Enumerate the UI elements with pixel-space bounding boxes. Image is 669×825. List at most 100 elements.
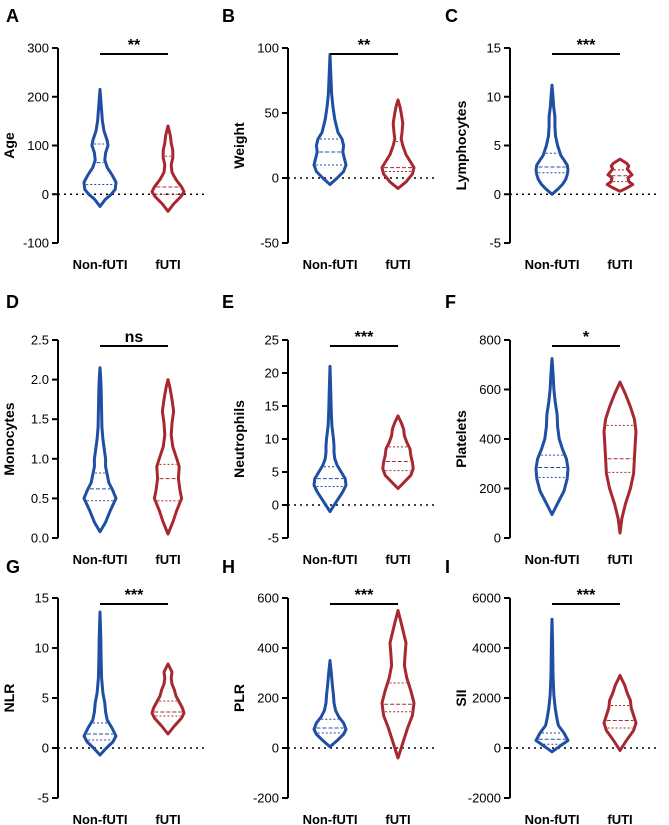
y-tick-label: 0 — [494, 741, 501, 756]
x-category-label: fUTI — [155, 552, 180, 567]
y-tick-label: 4000 — [472, 641, 501, 656]
x-category-label: fUTI — [385, 812, 410, 825]
x-category-label: fUTI — [155, 257, 180, 272]
panel-b: B -50 0 50 100 Weight Non-fUTI fUTI ** — [222, 6, 438, 272]
y-tick-label: 2000 — [472, 691, 501, 706]
y-tick-label: 5 — [494, 138, 501, 153]
significance-label: *** — [577, 37, 596, 54]
panel-letter: D — [6, 292, 19, 312]
x-category-label: fUTI — [607, 812, 632, 825]
y-tick-label: 2.5 — [31, 333, 49, 348]
y-tick-label: 10 — [487, 89, 501, 104]
y-tick-label: 15 — [487, 41, 501, 56]
y-tick-label: 10 — [35, 641, 49, 656]
panel-c: C -5 0 5 10 15 Lymphocytes Non-fUTI fUTI *** — [445, 6, 660, 272]
violin-non-futi — [534, 357, 570, 516]
y-axis-label: NLR — [1, 684, 17, 713]
violin-non-futi — [312, 659, 348, 749]
y-tick-label: 100 — [27, 138, 49, 153]
x-category-label: fUTI — [155, 812, 180, 825]
significance-label: *** — [355, 329, 374, 346]
y-tick-label: 300 — [27, 41, 49, 56]
violin-non-futi — [534, 83, 570, 196]
y-axis-label: Platelets — [453, 410, 469, 468]
y-tick-label: 200 — [479, 481, 501, 496]
y-axis-label: Monocytes — [1, 402, 17, 475]
y-tick-label: 0 — [272, 741, 279, 756]
y-tick-label: 200 — [257, 691, 279, 706]
y-axis-label: PLR — [231, 684, 247, 712]
panel-g: G -5 0 5 10 15 NLR Non-fUTI fUTI *** — [1, 557, 208, 825]
y-tick-label: 0 — [42, 741, 49, 756]
x-category-label: Non-fUTI — [73, 257, 128, 272]
y-tick-label: 800 — [479, 333, 501, 348]
x-category-label: fUTI — [607, 552, 632, 567]
significance-label: ** — [128, 37, 141, 54]
x-category-label: fUTI — [385, 552, 410, 567]
y-tick-label: 0 — [272, 498, 279, 513]
panel-letter: A — [6, 6, 19, 26]
y-tick-label: 20 — [265, 366, 279, 381]
y-tick-label: 5 — [42, 691, 49, 706]
panel-letter: B — [222, 6, 235, 26]
significance-label: ns — [125, 329, 144, 346]
x-category-label: Non-fUTI — [525, 257, 580, 272]
violin-futi — [602, 380, 638, 535]
x-category-label: Non-fUTI — [525, 812, 580, 825]
y-tick-label: 2.0 — [31, 372, 49, 387]
y-tick-label: 15 — [35, 591, 49, 606]
y-tick-label: -2000 — [468, 791, 501, 806]
y-tick-label: 600 — [257, 591, 279, 606]
panel-letter: I — [445, 557, 450, 577]
violin-futi — [381, 414, 415, 490]
x-category-label: Non-fUTI — [303, 257, 358, 272]
y-tick-label: 200 — [27, 89, 49, 104]
panel-h: H -200 0 200 400 600 PLR Non-fUTI fUTI *** — [222, 557, 438, 825]
significance-label: * — [583, 329, 590, 346]
violin-futi — [380, 98, 416, 190]
y-tick-label: -200 — [253, 791, 279, 806]
y-tick-label: 50 — [265, 106, 279, 121]
panel-d: D 0.0 0.5 1.0 1.5 2.0 2.5 Monocytes Non-fUTI fUTI… — [1, 292, 184, 567]
x-category-label: Non-fUTI — [73, 812, 128, 825]
y-tick-label: -5 — [267, 531, 279, 546]
y-axis-label: Age — [1, 132, 17, 159]
y-axis-label: Neutrophils — [231, 400, 247, 478]
violin-non-futi — [82, 87, 118, 208]
y-tick-label: -5 — [489, 236, 501, 251]
y-tick-label: 15 — [265, 399, 279, 414]
y-tick-label: 0 — [42, 187, 49, 202]
panel-e: E -5 0 5 10 15 20 25 Neutrophils Non-fUTI fUTI *** — [222, 292, 438, 567]
y-tick-label: 0 — [494, 531, 501, 546]
violin-non-futi — [534, 617, 570, 754]
violin-futi — [150, 124, 186, 213]
x-category-label: Non-fUTI — [525, 552, 580, 567]
y-tick-label: -50 — [260, 236, 279, 251]
y-axis-label: Weight — [231, 122, 247, 169]
y-axis-label: SII — [453, 689, 469, 706]
panel-letter: C — [445, 6, 458, 26]
y-axis-label: Lymphocytes — [453, 100, 469, 190]
y-tick-label: -5 — [37, 791, 49, 806]
y-tick-label: 5 — [272, 465, 279, 480]
panel-letter: E — [222, 292, 234, 312]
y-tick-label: 400 — [257, 641, 279, 656]
y-tick-label: -100 — [23, 236, 49, 251]
panel-letter: F — [445, 292, 456, 312]
x-category-label: Non-fUTI — [303, 812, 358, 825]
y-tick-label: 600 — [479, 382, 501, 397]
violin-futi — [152, 378, 184, 536]
violin-futi — [605, 157, 635, 193]
x-category-label: fUTI — [607, 257, 632, 272]
significance-label: *** — [355, 587, 374, 604]
violin-non-futi — [312, 364, 348, 514]
panel-f: F 0 200 400 600 800 Platelets Non-fUTI fUTI * — [445, 292, 638, 567]
y-tick-label: 100 — [257, 41, 279, 56]
violin-non-futi — [82, 366, 118, 534]
y-tick-label: 0.5 — [31, 491, 49, 506]
y-tick-label: 0.0 — [31, 531, 49, 546]
panel-letter: H — [222, 557, 235, 577]
y-tick-label: 10 — [265, 432, 279, 447]
y-tick-label: 1.5 — [31, 412, 49, 427]
y-tick-label: 0 — [272, 171, 279, 186]
